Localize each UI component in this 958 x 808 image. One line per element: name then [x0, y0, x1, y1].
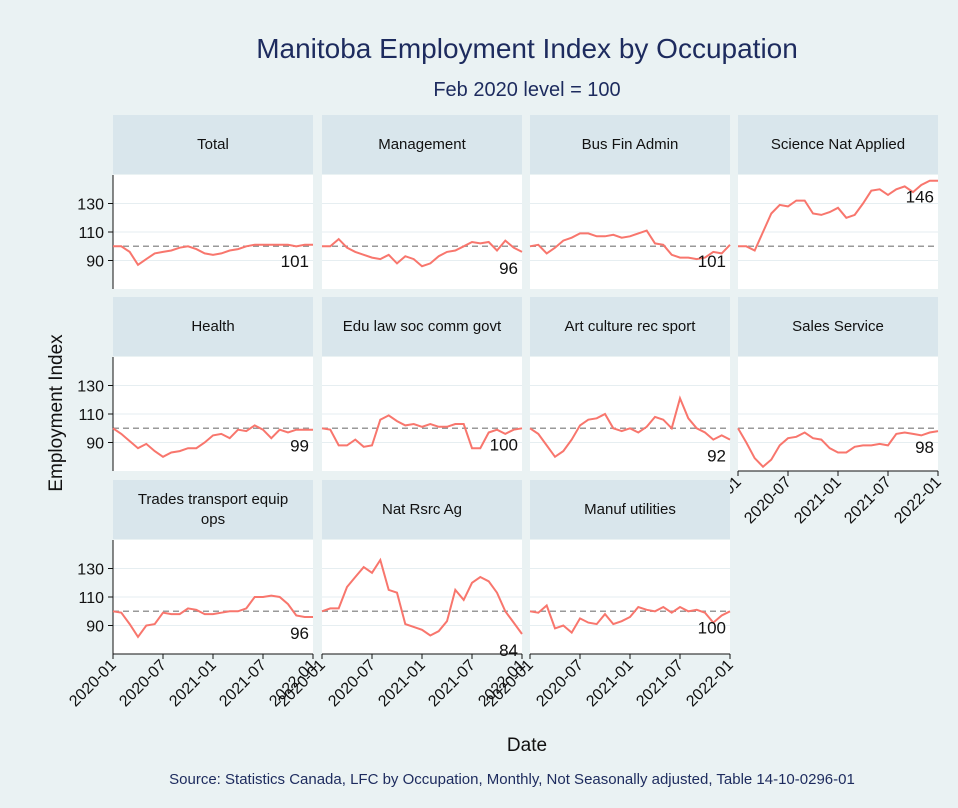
panel-title: Nat Rsrc Ag [322, 480, 522, 539]
series-line [113, 243, 313, 267]
panel-title: Management [322, 115, 522, 174]
panel-title: Health [113, 297, 313, 356]
panel-title: Science Nat Applied [738, 115, 938, 174]
panel-title: Sales Service [738, 297, 938, 356]
x-tick-label: 2021-07 [841, 474, 895, 528]
series-line [322, 237, 523, 268]
series-line [529, 229, 731, 261]
series-line [737, 427, 939, 469]
x-tick-label: 2022-01 [683, 657, 737, 711]
y-tick-label: 110 [78, 225, 104, 242]
y-tick-label: 110 [78, 407, 104, 424]
x-tick-label: 2020-07 [325, 657, 379, 711]
end-value-label: 96 [290, 624, 309, 643]
x-tick-label: 2021-07 [633, 657, 687, 711]
series-line [529, 395, 731, 459]
y-tick-label: 90 [86, 619, 104, 636]
end-value-label: 96 [499, 259, 518, 278]
series-line [321, 414, 523, 450]
x-axis-label: Date [507, 735, 547, 756]
end-value-label: 100 [490, 435, 518, 454]
end-value-label: 98 [915, 438, 934, 457]
series-line [112, 594, 313, 639]
x-tick-label: 2020-07 [116, 657, 170, 711]
end-value-label: 84 [499, 641, 518, 660]
x-tick-label: 2020-01 [66, 657, 120, 711]
y-tick-label: 130 [77, 197, 104, 214]
y-tick-label: 90 [86, 436, 104, 453]
panel-title: Total [113, 115, 313, 174]
end-value-label: 101 [281, 252, 309, 271]
y-tick-label: 90 [86, 254, 104, 271]
end-value-label: 92 [707, 447, 726, 466]
panel-title: Bus Fin Admin [530, 115, 730, 174]
panel-title: Art culture rec sport [530, 297, 730, 356]
chart-title: Manitoba Employment Index by Occupation [256, 33, 798, 64]
x-tick-label: 2021-01 [375, 657, 429, 711]
series-line [529, 603, 731, 635]
x-tick-label: 2021-01 [791, 474, 845, 528]
end-value-label: 101 [698, 252, 726, 271]
series-line [321, 557, 523, 637]
x-tick-label: 2020-07 [533, 657, 587, 711]
panel-title: Trades transport equip ops [113, 480, 313, 539]
x-tick-label: 2021-07 [425, 657, 479, 711]
y-axis-label: Employment Index [46, 334, 67, 492]
chart-subtitle: Feb 2020 level = 100 [433, 79, 620, 101]
x-tick-label: 2022-01 [891, 474, 945, 528]
x-tick-label: 2020-07 [741, 474, 795, 528]
y-tick-label: 110 [78, 590, 104, 607]
x-tick-label: 2021-01 [583, 657, 637, 711]
y-tick-label: 130 [77, 379, 104, 396]
y-tick-label: 130 [77, 562, 104, 579]
x-tick-label: 2021-01 [166, 657, 220, 711]
panel-title: Edu law soc comm govt [322, 297, 522, 356]
source-note: Source: Statistics Canada, LFC by Occupa… [169, 771, 855, 788]
x-tick-label: 2021-07 [216, 657, 270, 711]
panel-title: Manuf utilities [530, 480, 730, 539]
end-value-label: 100 [698, 618, 726, 637]
end-value-label: 146 [906, 188, 934, 207]
series-line [112, 424, 313, 458]
series-line [738, 179, 938, 252]
end-value-label: 99 [290, 437, 309, 456]
